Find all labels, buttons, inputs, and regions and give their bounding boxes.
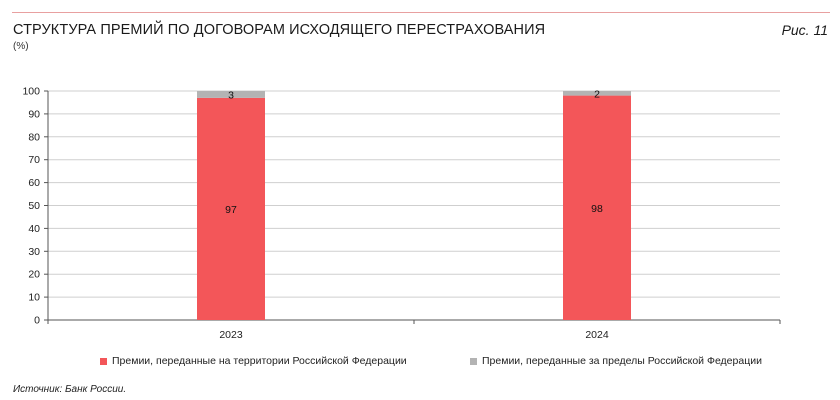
legend-swatch-foreign: [470, 357, 477, 365]
y-tick-label: 80: [28, 131, 40, 143]
y-tick-label: 40: [28, 223, 40, 235]
data-label-domestic: 98: [591, 203, 603, 215]
top-rule: [12, 12, 830, 13]
source-note: Источник: Банк России.: [13, 384, 127, 395]
y-tick-label: 30: [28, 246, 40, 258]
y-tick-label: 100: [22, 86, 40, 98]
y-tick-label: 10: [28, 292, 40, 304]
y-tick-label: 0: [34, 315, 40, 327]
bar-segment-foreign: [563, 91, 631, 96]
chart-title: СТРУКТУРА ПРЕМИЙ ПО ДОГОВОРАМ ИСХОДЯЩЕГО…: [13, 22, 546, 38]
bar-segment-foreign: [197, 91, 265, 98]
legend-label-foreign: Премии, переданные за пределы Российской…: [482, 355, 762, 367]
x-tick-label: 2024: [585, 329, 609, 341]
figure-label: Рис. 11: [781, 22, 828, 38]
data-label-foreign: 3: [228, 89, 234, 101]
bar-segment-domestic: [197, 97, 265, 321]
bar-segment-domestic: [563, 95, 631, 320]
y-tick-label: 60: [28, 177, 40, 189]
legend-item-domestic: Премии, переданные на территории Российс…: [100, 355, 407, 367]
y-tick-label: 70: [28, 154, 40, 166]
legend-label-domestic: Премии, переданные на территории Российс…: [112, 355, 407, 367]
x-tick-label: 2023: [219, 329, 243, 341]
y-tick-label: 50: [28, 200, 40, 212]
data-label-domestic: 97: [225, 204, 237, 216]
legend-swatch-domestic: [100, 357, 107, 365]
y-tick-label: 90: [28, 108, 40, 120]
unit-label: (%): [13, 41, 29, 52]
legend-item-foreign: Премии, переданные за пределы Российской…: [470, 355, 762, 367]
y-tick-label: 20: [28, 269, 40, 281]
data-label-foreign: 2: [594, 88, 600, 100]
